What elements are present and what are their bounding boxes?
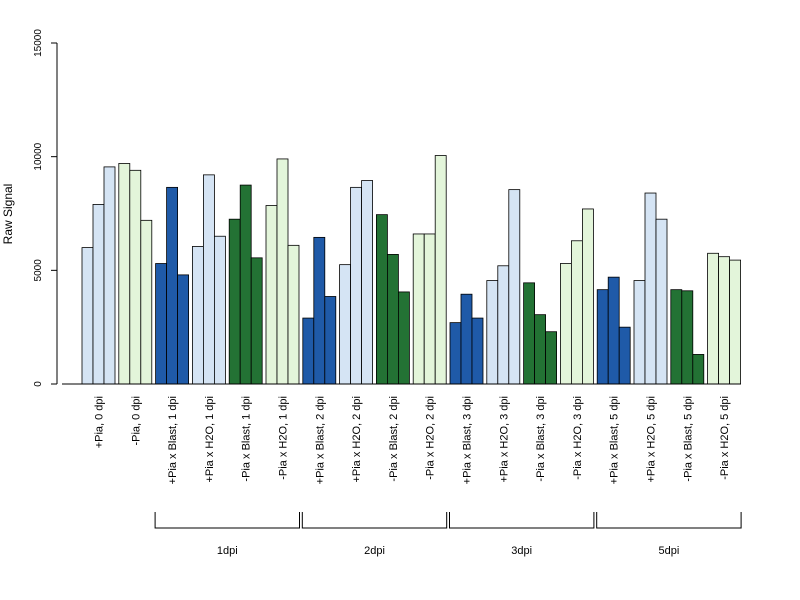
bar (276, 158, 289, 385)
bar (265, 205, 278, 385)
y-tick-label: 5000 (33, 259, 44, 282)
x-tick-label: -Pia, 0 dpi (130, 396, 142, 446)
bar (534, 314, 546, 385)
bars (81, 155, 741, 385)
x-tick-label: -Pia x H2O, 5 dpi (719, 396, 731, 480)
bar (618, 326, 631, 385)
bar (92, 204, 105, 385)
bar (350, 186, 363, 385)
bar (486, 280, 499, 385)
x-tick-label: -Pia x H2O, 1 dpi (278, 396, 290, 480)
category-labels: +Pia, 0 dpi -Pia, 0 dpi +Pia x Blast, 1 dp… (94, 396, 732, 484)
bar (213, 235, 226, 385)
bar (324, 296, 337, 385)
x-tick-label: +Pia x Blast, 2 dpi (314, 396, 326, 484)
group-bracket (154, 512, 300, 529)
bar (596, 289, 609, 385)
group-label: 3dpi (511, 545, 532, 557)
y-tick-label: 10000 (33, 142, 44, 170)
x-tick-label: +Pia x Blast, 3 dpi (462, 396, 474, 484)
y-axis-label: Raw Signal (1, 184, 15, 245)
bar (729, 259, 741, 385)
bar (397, 291, 410, 385)
bar (423, 233, 436, 385)
x-tick-label: +Pia x H2O, 3 dpi (498, 396, 510, 483)
bar (239, 184, 252, 385)
bar (718, 256, 730, 385)
group-brackets: 1dpi 2dpi 3dpi 5dpi (154, 512, 742, 557)
bar (103, 166, 116, 385)
bar (681, 290, 694, 385)
bar (633, 280, 646, 385)
bar (129, 169, 142, 385)
x-tick-label: -Pia x Blast, 3 dpi (535, 396, 547, 482)
y-tick-label: 15000 (33, 29, 44, 57)
bar (670, 289, 683, 385)
bar (497, 265, 510, 385)
bar (140, 219, 153, 385)
bar (228, 218, 241, 385)
bar (250, 257, 263, 385)
bar (339, 264, 352, 385)
bar (412, 233, 425, 385)
x-tick-label: -Pia x H2O, 2 dpi (425, 396, 437, 480)
x-tick-label: +Pia x H2O, 2 dpi (351, 396, 363, 483)
x-tick-label: +Pia, 0 dpi (94, 396, 106, 448)
bar (523, 282, 535, 385)
bar (545, 331, 557, 385)
bar (449, 322, 462, 385)
bar (191, 246, 204, 385)
bar (177, 274, 190, 385)
bar (508, 189, 521, 385)
x-tick-label: +Pia x Blast, 5 dpi (609, 396, 621, 484)
x-tick-label: +Pia x H2O, 5 dpi (646, 396, 658, 483)
group-bracket (301, 512, 448, 529)
bar (655, 218, 668, 385)
bar (607, 276, 620, 385)
x-tick-label: -Pia x H2O, 3 dpi (572, 396, 584, 480)
x-tick-label: -Pia x Blast, 2 dpi (388, 396, 400, 482)
bar (582, 208, 594, 385)
group-label: 2dpi (364, 545, 385, 557)
x-tick-label: +Pia x H2O, 1 dpi (204, 396, 216, 483)
y-axis: 0 5000 10000 15000 (33, 29, 58, 387)
y-tick-label: 0 (33, 381, 44, 387)
x-tick-label: -Pia x Blast, 5 dpi (682, 396, 694, 482)
group-label: 1dpi (217, 545, 238, 557)
bar (118, 163, 131, 385)
bar (81, 247, 94, 385)
bar (571, 240, 583, 385)
x-tick-label: -Pia x Blast, 1 dpi (241, 396, 253, 482)
bar (166, 186, 179, 385)
bar (560, 263, 572, 385)
bar (202, 174, 215, 385)
bar (434, 155, 447, 385)
bar (386, 254, 399, 385)
group-bracket (596, 512, 742, 529)
bar (313, 236, 326, 385)
bar (155, 263, 168, 385)
bar (375, 214, 388, 385)
group-bracket (449, 512, 595, 529)
bar (644, 192, 657, 385)
group-label: 5dpi (659, 545, 680, 557)
bar (287, 244, 300, 385)
x-tick-label: +Pia x Blast, 1 dpi (167, 396, 179, 484)
bar (471, 317, 484, 385)
bar (707, 252, 719, 385)
bar (692, 354, 705, 385)
bar (361, 180, 374, 385)
bar (460, 293, 473, 385)
bar (302, 317, 315, 385)
